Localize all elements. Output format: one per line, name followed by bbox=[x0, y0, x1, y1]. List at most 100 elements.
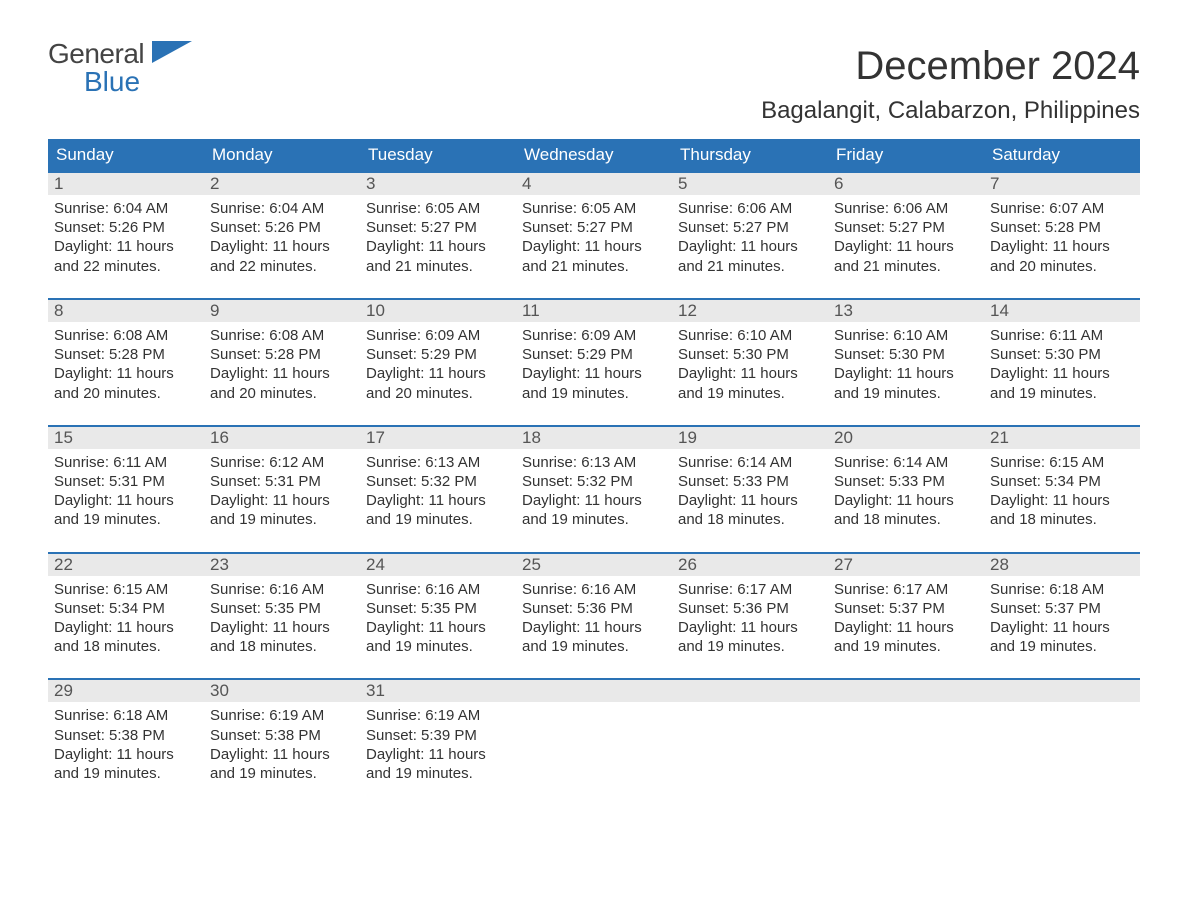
day-sunset: Sunset: 5:35 PM bbox=[210, 599, 354, 618]
day-sunrise: Sunrise: 6:18 AM bbox=[990, 580, 1134, 599]
day-day2: and 19 minutes. bbox=[210, 764, 354, 783]
header: General Blue December 2024 Bagalangit, C… bbox=[48, 40, 1140, 139]
day-header: Thursday bbox=[672, 139, 828, 172]
calendar-cell: 14Sunrise: 6:11 AMSunset: 5:30 PMDayligh… bbox=[984, 299, 1140, 426]
day-day2: and 21 minutes. bbox=[366, 257, 510, 276]
calendar-cell: 9Sunrise: 6:08 AMSunset: 5:28 PMDaylight… bbox=[204, 299, 360, 426]
day-day2: and 19 minutes. bbox=[522, 637, 666, 656]
day-number: 15 bbox=[48, 427, 204, 449]
calendar-cell: 6Sunrise: 6:06 AMSunset: 5:27 PMDaylight… bbox=[828, 172, 984, 299]
day-number: 28 bbox=[984, 554, 1140, 576]
day-sunset: Sunset: 5:26 PM bbox=[210, 218, 354, 237]
day-sunrise: Sunrise: 6:06 AM bbox=[834, 199, 978, 218]
day-sunset: Sunset: 5:28 PM bbox=[990, 218, 1134, 237]
day-number: 13 bbox=[828, 300, 984, 322]
day-body: Sunrise: 6:09 AMSunset: 5:29 PMDaylight:… bbox=[360, 322, 516, 425]
day-day1: Daylight: 11 hours bbox=[522, 618, 666, 637]
day-day1: Daylight: 11 hours bbox=[54, 618, 198, 637]
day-day2: and 20 minutes. bbox=[54, 384, 198, 403]
day-day1: Daylight: 11 hours bbox=[834, 364, 978, 383]
day-day1: Daylight: 11 hours bbox=[990, 618, 1134, 637]
day-day1: Daylight: 11 hours bbox=[366, 618, 510, 637]
day-body: Sunrise: 6:06 AMSunset: 5:27 PMDaylight:… bbox=[672, 195, 828, 298]
calendar-cell: 25Sunrise: 6:16 AMSunset: 5:36 PMDayligh… bbox=[516, 553, 672, 680]
day-body: Sunrise: 6:08 AMSunset: 5:28 PMDaylight:… bbox=[48, 322, 204, 425]
calendar-cell: 2Sunrise: 6:04 AMSunset: 5:26 PMDaylight… bbox=[204, 172, 360, 299]
day-sunrise: Sunrise: 6:16 AM bbox=[366, 580, 510, 599]
calendar-cell: 4Sunrise: 6:05 AMSunset: 5:27 PMDaylight… bbox=[516, 172, 672, 299]
day-day2: and 18 minutes. bbox=[210, 637, 354, 656]
day-day2: and 19 minutes. bbox=[522, 510, 666, 529]
day-number: 2 bbox=[204, 173, 360, 195]
calendar-cell: 8Sunrise: 6:08 AMSunset: 5:28 PMDaylight… bbox=[48, 299, 204, 426]
day-body: Sunrise: 6:11 AMSunset: 5:30 PMDaylight:… bbox=[984, 322, 1140, 425]
day-number: 29 bbox=[48, 680, 204, 702]
day-sunset: Sunset: 5:31 PM bbox=[54, 472, 198, 491]
calendar-cell: 3Sunrise: 6:05 AMSunset: 5:27 PMDaylight… bbox=[360, 172, 516, 299]
day-sunrise: Sunrise: 6:09 AM bbox=[522, 326, 666, 345]
day-header: Wednesday bbox=[516, 139, 672, 172]
calendar-cell: 13Sunrise: 6:10 AMSunset: 5:30 PMDayligh… bbox=[828, 299, 984, 426]
calendar-cell: 21Sunrise: 6:15 AMSunset: 5:34 PMDayligh… bbox=[984, 426, 1140, 553]
logo-flag-icon bbox=[152, 38, 192, 69]
day-day1: Daylight: 11 hours bbox=[990, 491, 1134, 510]
day-day2: and 21 minutes. bbox=[678, 257, 822, 276]
day-day2: and 19 minutes. bbox=[366, 510, 510, 529]
day-body: Sunrise: 6:18 AMSunset: 5:38 PMDaylight:… bbox=[48, 702, 204, 805]
day-day2: and 19 minutes. bbox=[990, 384, 1134, 403]
day-body: Sunrise: 6:17 AMSunset: 5:36 PMDaylight:… bbox=[672, 576, 828, 679]
day-number: 26 bbox=[672, 554, 828, 576]
day-sunrise: Sunrise: 6:11 AM bbox=[54, 453, 198, 472]
calendar-cell: 23Sunrise: 6:16 AMSunset: 5:35 PMDayligh… bbox=[204, 553, 360, 680]
day-day1: Daylight: 11 hours bbox=[834, 491, 978, 510]
day-sunset: Sunset: 5:38 PM bbox=[210, 726, 354, 745]
calendar-cell bbox=[516, 679, 672, 805]
day-day1: Daylight: 11 hours bbox=[366, 745, 510, 764]
day-day1: Daylight: 11 hours bbox=[522, 364, 666, 383]
calendar-cell: 18Sunrise: 6:13 AMSunset: 5:32 PMDayligh… bbox=[516, 426, 672, 553]
day-body: Sunrise: 6:10 AMSunset: 5:30 PMDaylight:… bbox=[672, 322, 828, 425]
day-sunset: Sunset: 5:37 PM bbox=[990, 599, 1134, 618]
logo: General Blue bbox=[48, 40, 192, 96]
day-body: Sunrise: 6:06 AMSunset: 5:27 PMDaylight:… bbox=[828, 195, 984, 298]
day-day2: and 19 minutes. bbox=[54, 510, 198, 529]
calendar-cell: 29Sunrise: 6:18 AMSunset: 5:38 PMDayligh… bbox=[48, 679, 204, 805]
day-number: 7 bbox=[984, 173, 1140, 195]
day-sunrise: Sunrise: 6:19 AM bbox=[366, 706, 510, 725]
calendar-cell: 11Sunrise: 6:09 AMSunset: 5:29 PMDayligh… bbox=[516, 299, 672, 426]
day-day1: Daylight: 11 hours bbox=[990, 364, 1134, 383]
day-sunrise: Sunrise: 6:16 AM bbox=[210, 580, 354, 599]
day-sunrise: Sunrise: 6:14 AM bbox=[834, 453, 978, 472]
day-body: Sunrise: 6:19 AMSunset: 5:39 PMDaylight:… bbox=[360, 702, 516, 805]
calendar-week: 1Sunrise: 6:04 AMSunset: 5:26 PMDaylight… bbox=[48, 172, 1140, 299]
day-body: Sunrise: 6:13 AMSunset: 5:32 PMDaylight:… bbox=[360, 449, 516, 552]
day-body: Sunrise: 6:09 AMSunset: 5:29 PMDaylight:… bbox=[516, 322, 672, 425]
calendar-cell: 15 Sunrise: 6:11 AMSunset: 5:31 PMDayligh… bbox=[48, 426, 204, 553]
calendar-week: 8Sunrise: 6:08 AMSunset: 5:28 PMDaylight… bbox=[48, 299, 1140, 426]
day-sunset: Sunset: 5:32 PM bbox=[366, 472, 510, 491]
day-sunset: Sunset: 5:33 PM bbox=[834, 472, 978, 491]
day-body: Sunrise: 6:05 AMSunset: 5:27 PMDaylight:… bbox=[516, 195, 672, 298]
day-day2: and 20 minutes. bbox=[990, 257, 1134, 276]
day-day2: and 19 minutes. bbox=[366, 764, 510, 783]
day-day2: and 20 minutes. bbox=[210, 384, 354, 403]
day-number: 14 bbox=[984, 300, 1140, 322]
day-day1: Daylight: 11 hours bbox=[366, 491, 510, 510]
day-sunrise: Sunrise: 6:12 AM bbox=[210, 453, 354, 472]
day-day2: and 20 minutes. bbox=[366, 384, 510, 403]
day-header: Sunday bbox=[48, 139, 204, 172]
calendar-cell bbox=[672, 679, 828, 805]
day-sunrise: Sunrise: 6:17 AM bbox=[834, 580, 978, 599]
day-sunrise: Sunrise: 6:04 AM bbox=[54, 199, 198, 218]
day-sunrise: Sunrise: 6:17 AM bbox=[678, 580, 822, 599]
day-day1: Daylight: 11 hours bbox=[210, 618, 354, 637]
day-header: Monday bbox=[204, 139, 360, 172]
day-body: Sunrise: 6:13 AMSunset: 5:32 PMDaylight:… bbox=[516, 449, 672, 552]
day-number: 16 bbox=[204, 427, 360, 449]
day-day2: and 21 minutes. bbox=[834, 257, 978, 276]
day-body: Sunrise: 6:17 AMSunset: 5:37 PMDaylight:… bbox=[828, 576, 984, 679]
day-day2: and 19 minutes. bbox=[678, 384, 822, 403]
day-sunrise: Sunrise: 6:10 AM bbox=[834, 326, 978, 345]
day-day1: Daylight: 11 hours bbox=[54, 491, 198, 510]
day-sunrise: Sunrise: 6:04 AM bbox=[210, 199, 354, 218]
